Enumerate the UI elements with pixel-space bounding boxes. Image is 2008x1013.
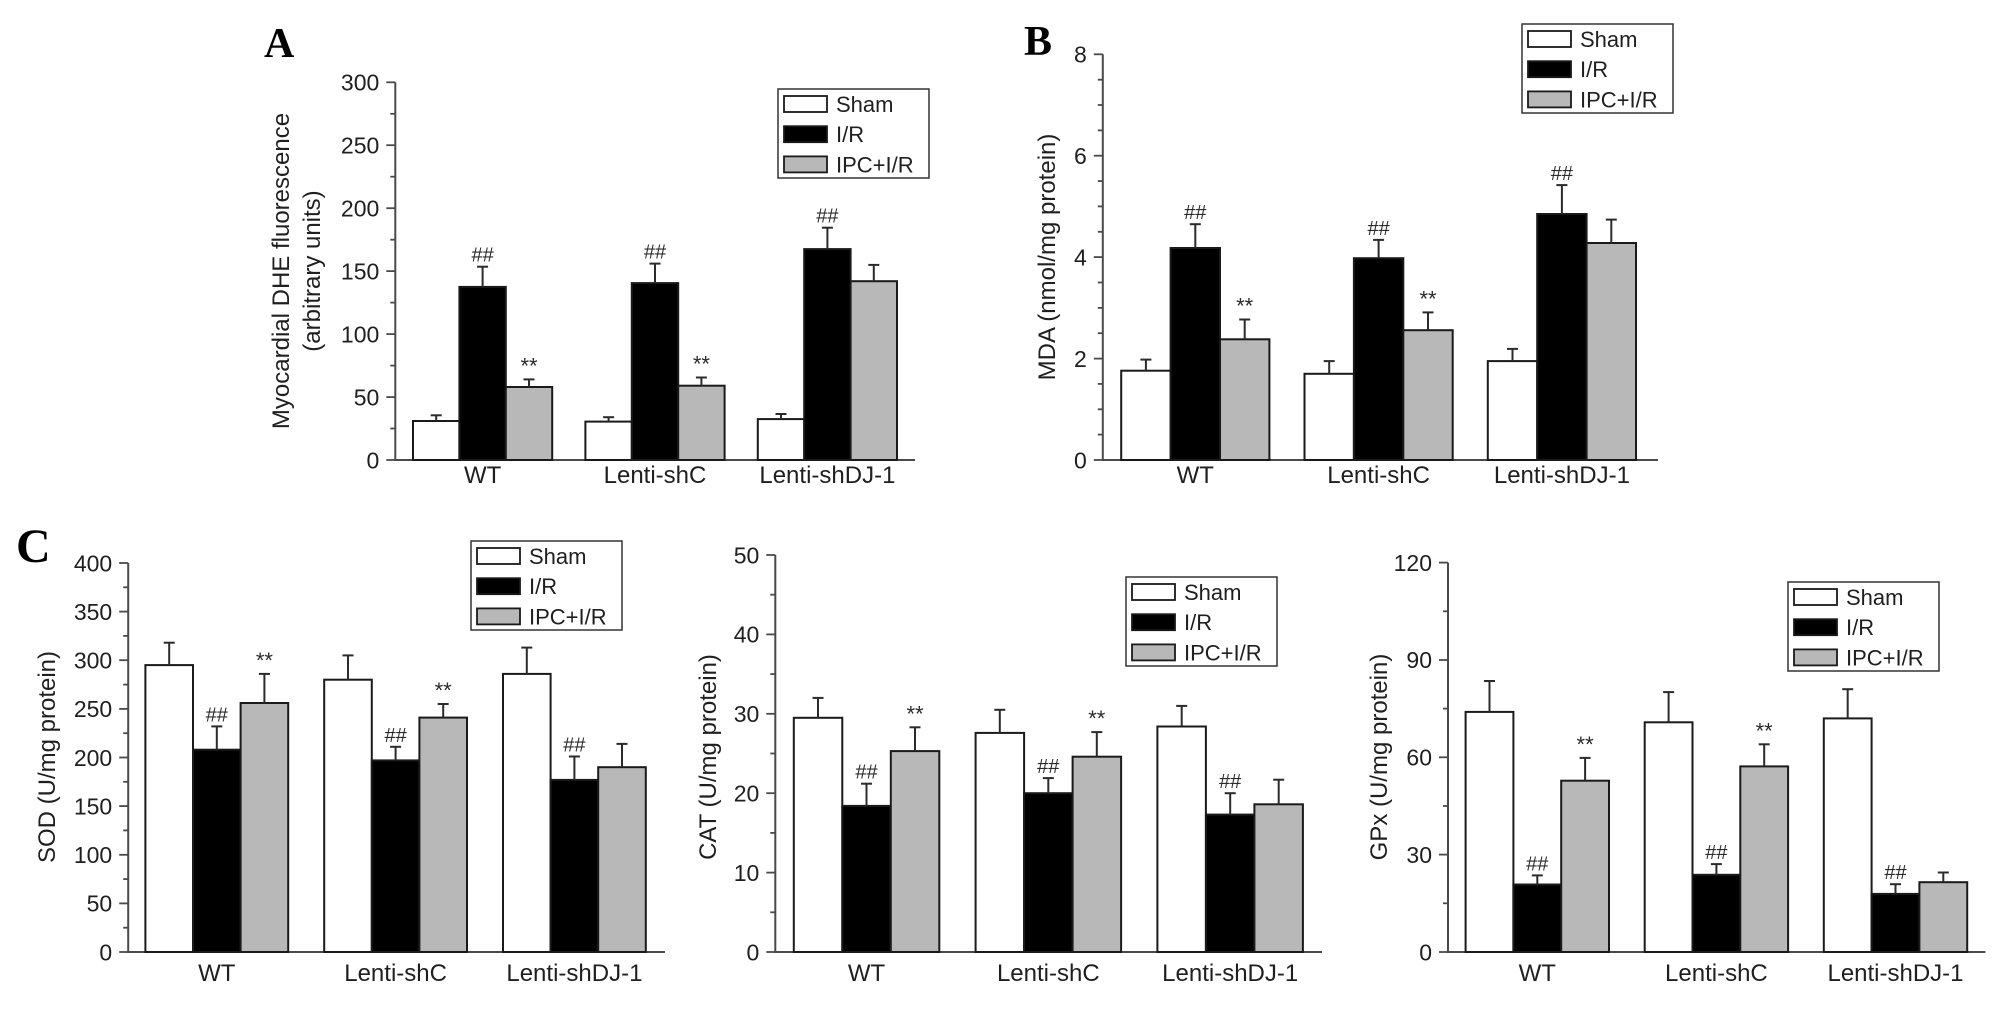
- svg-text:Sham: Sham: [1184, 580, 1241, 605]
- svg-text:Sham: Sham: [1580, 27, 1637, 52]
- svg-text:**: **: [1577, 732, 1595, 757]
- svg-text:##: ##: [1367, 218, 1390, 240]
- svg-text:I/R: I/R: [1580, 57, 1608, 82]
- svg-text:CAT (U/mg protein): CAT (U/mg protein): [695, 654, 722, 860]
- svg-text:**: **: [1419, 286, 1437, 311]
- svg-text:IPC+I/R: IPC+I/R: [529, 604, 607, 629]
- svg-text:6: 6: [1074, 143, 1087, 169]
- svg-text:##: ##: [855, 762, 878, 784]
- svg-text:90: 90: [1406, 647, 1432, 673]
- svg-text:Sham: Sham: [836, 92, 893, 117]
- svg-text:WT: WT: [1177, 462, 1215, 489]
- svg-text:Sham: Sham: [529, 544, 586, 569]
- svg-text:Lenti-shC: Lenti-shC: [997, 960, 1100, 987]
- svg-text:30: 30: [1406, 842, 1432, 868]
- svg-text:##: ##: [563, 735, 586, 757]
- svg-text:200: 200: [341, 196, 379, 222]
- svg-text:IPC+I/R: IPC+I/R: [1580, 87, 1658, 112]
- svg-text:##: ##: [384, 725, 407, 747]
- svg-text:**: **: [435, 678, 453, 703]
- svg-text:0: 0: [99, 939, 112, 965]
- svg-text:B: B: [1024, 19, 1052, 65]
- svg-text:Lenti-shC: Lenti-shC: [1327, 462, 1430, 489]
- svg-text:GPx (U/mg protein): GPx (U/mg protein): [1366, 654, 1393, 861]
- svg-text:2: 2: [1074, 346, 1087, 372]
- svg-text:Myocardial DHE fluorescence: Myocardial DHE fluorescence: [268, 113, 295, 429]
- svg-text:Lenti-shDJ-1: Lenti-shDJ-1: [759, 462, 895, 489]
- svg-text:350: 350: [74, 599, 112, 625]
- svg-text:**: **: [906, 701, 924, 726]
- svg-text:0: 0: [1074, 447, 1087, 473]
- svg-text:Lenti-shDJ-1: Lenti-shDJ-1: [506, 960, 642, 987]
- svg-text:0: 0: [1419, 939, 1432, 965]
- svg-text:##: ##: [1184, 202, 1207, 224]
- svg-text:I/R: I/R: [529, 574, 557, 599]
- svg-text:##: ##: [206, 704, 229, 726]
- svg-text:150: 150: [341, 258, 379, 284]
- svg-text:4: 4: [1074, 244, 1087, 270]
- svg-text:**: **: [1756, 718, 1774, 743]
- svg-text:##: ##: [1884, 862, 1907, 884]
- svg-text:Lenti-shC: Lenti-shC: [344, 960, 447, 987]
- svg-text:50: 50: [87, 891, 113, 917]
- svg-text:##: ##: [1037, 756, 1060, 778]
- svg-text:40: 40: [734, 622, 760, 648]
- svg-text:20: 20: [734, 781, 760, 807]
- svg-text:##: ##: [1705, 842, 1728, 864]
- svg-text:##: ##: [644, 242, 667, 264]
- svg-text:MDA (nmol/mg protein): MDA (nmol/mg protein): [1034, 134, 1061, 381]
- svg-text:I/R: I/R: [1846, 615, 1874, 640]
- svg-text:##: ##: [816, 206, 839, 228]
- svg-text:Lenti-shDJ-1: Lenti-shDJ-1: [1494, 462, 1630, 489]
- svg-text:Lenti-shDJ-1: Lenti-shDJ-1: [1827, 960, 1963, 987]
- svg-text:Lenti-shC: Lenti-shC: [604, 462, 707, 489]
- svg-text:##: ##: [1219, 771, 1242, 793]
- svg-text:**: **: [693, 352, 711, 377]
- svg-text:**: **: [256, 648, 274, 673]
- svg-text:WT: WT: [848, 960, 886, 987]
- svg-text:100: 100: [74, 842, 112, 868]
- svg-text:C: C: [16, 520, 51, 573]
- svg-text:100: 100: [341, 321, 379, 347]
- svg-text:I/R: I/R: [1184, 610, 1212, 635]
- svg-text:##: ##: [1551, 163, 1574, 185]
- svg-text:250: 250: [341, 133, 379, 159]
- svg-text:150: 150: [74, 793, 112, 819]
- svg-text:Lenti-shC: Lenti-shC: [1665, 960, 1768, 987]
- svg-text:250: 250: [74, 696, 112, 722]
- svg-text:200: 200: [74, 745, 112, 771]
- svg-text:8: 8: [1074, 42, 1087, 68]
- svg-text:##: ##: [471, 245, 494, 267]
- svg-text:400: 400: [74, 550, 112, 576]
- svg-text:WT: WT: [1519, 960, 1557, 987]
- svg-text:Sham: Sham: [1846, 585, 1903, 610]
- svg-text:50: 50: [354, 384, 380, 410]
- svg-text:**: **: [1236, 294, 1254, 319]
- svg-text:10: 10: [734, 860, 760, 886]
- svg-text:300: 300: [74, 648, 112, 674]
- svg-text:(arbitrary units): (arbitrary units): [299, 190, 326, 351]
- svg-text:A: A: [264, 21, 295, 67]
- svg-text:IPC+I/R: IPC+I/R: [1184, 640, 1262, 665]
- svg-text:Lenti-shDJ-1: Lenti-shDJ-1: [1162, 960, 1298, 987]
- svg-text:WT: WT: [198, 960, 236, 987]
- svg-text:60: 60: [1406, 745, 1432, 771]
- svg-text:30: 30: [734, 701, 760, 727]
- svg-text:WT: WT: [464, 462, 502, 489]
- svg-text:300: 300: [341, 70, 379, 96]
- svg-text:IPC+I/R: IPC+I/R: [836, 152, 914, 177]
- svg-text:0: 0: [747, 939, 760, 965]
- svg-text:SOD (U/mg protein): SOD (U/mg protein): [34, 651, 61, 863]
- svg-text:I/R: I/R: [836, 122, 864, 147]
- svg-text:120: 120: [1394, 550, 1432, 576]
- svg-text:IPC+I/R: IPC+I/R: [1846, 645, 1924, 670]
- svg-text:50: 50: [734, 542, 760, 568]
- svg-text:##: ##: [1526, 853, 1549, 875]
- svg-text:**: **: [1088, 706, 1106, 731]
- svg-text:0: 0: [367, 447, 380, 473]
- svg-text:**: **: [520, 353, 538, 378]
